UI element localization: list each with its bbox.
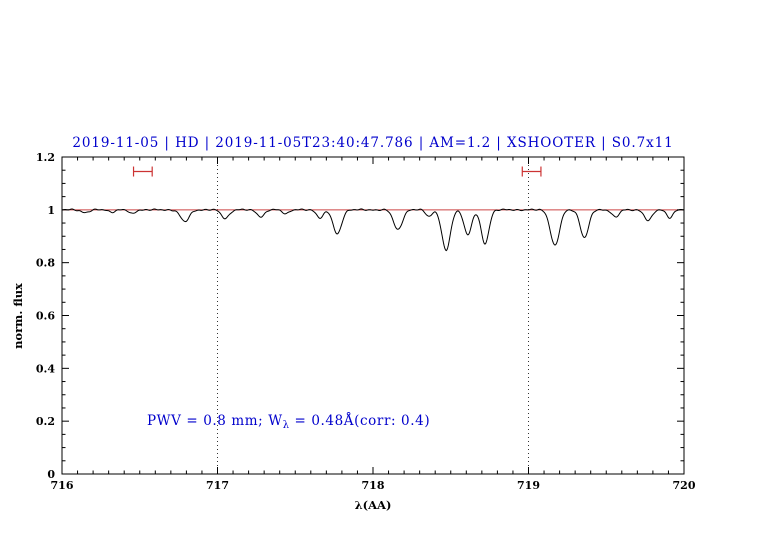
pwv-annotation: PWV = 0.8 mm; Wλ = 0.48Å(corr: 0.4) bbox=[147, 413, 430, 431]
annotation-suffix: = 0.48Å(corr: 0.4) bbox=[289, 413, 431, 429]
y-tick-label: 0.8 bbox=[36, 257, 55, 270]
x-tick-label: 719 bbox=[517, 479, 540, 492]
plot-title: 2019-11-05 | HD | 2019-11-05T23:40:47.78… bbox=[72, 135, 674, 151]
annotation-lambda-subscript: λ bbox=[282, 420, 290, 431]
y-tick-label: 0.4 bbox=[36, 362, 55, 375]
y-tick-label: 1.2 bbox=[36, 151, 55, 164]
y-tick-label: 0.6 bbox=[36, 310, 55, 323]
y-axis-label: norm. flux bbox=[11, 283, 25, 349]
x-tick-label: 716 bbox=[51, 479, 74, 492]
annotation-prefix: PWV = 0.8 mm; W bbox=[147, 413, 283, 429]
spectrum-curve bbox=[61, 208, 685, 252]
x-tick-label: 720 bbox=[673, 479, 696, 492]
x-axis-label: λ(AA) bbox=[354, 498, 392, 512]
y-tick-label: 0.2 bbox=[36, 415, 55, 428]
y-tick-label: 1 bbox=[47, 204, 55, 217]
y-tick-label: 0 bbox=[47, 468, 55, 481]
x-tick-label: 718 bbox=[362, 479, 385, 492]
x-tick-label: 717 bbox=[206, 479, 229, 492]
